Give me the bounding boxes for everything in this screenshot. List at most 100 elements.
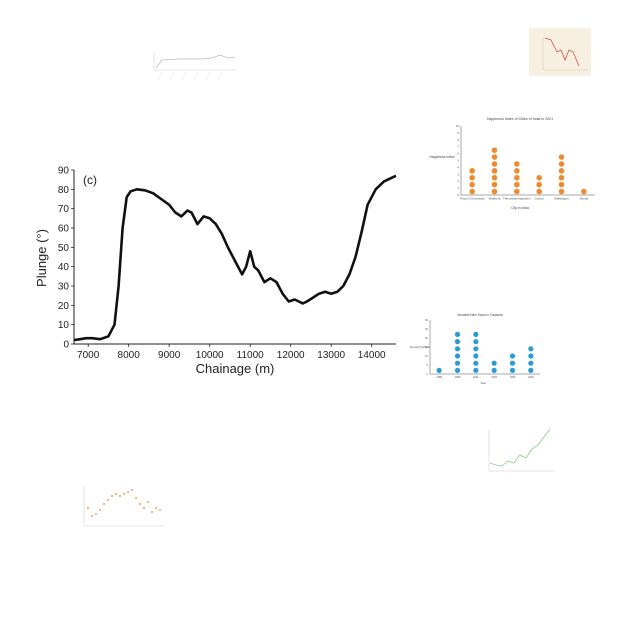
snow-dot bbox=[528, 353, 534, 359]
main-x-tick-label: 14000 bbox=[358, 350, 386, 361]
city-dot bbox=[558, 174, 565, 181]
snow-y-tick-label: 0 bbox=[427, 372, 429, 376]
city-y-tick-label: 7 bbox=[457, 145, 459, 149]
city-happiness-chart: Happiness Index of Cities of India in 20… bbox=[429, 117, 595, 210]
city-dot bbox=[581, 188, 587, 195]
snow-dot bbox=[509, 360, 516, 366]
snow-y-tick-label: 25 bbox=[425, 327, 428, 331]
snow-category-label: 1990 bbox=[455, 375, 461, 379]
city-dot bbox=[514, 181, 520, 188]
snow-dot bbox=[473, 331, 479, 337]
city-dot bbox=[514, 168, 520, 174]
main-plunge-chart: (c) Plunge (°) Chainage (m) 0 10 20 30 40 50 6… bbox=[34, 166, 397, 376]
city-y-tick-label: 10 bbox=[456, 124, 460, 128]
city-chart-ylabel: Happiness Index bbox=[429, 155, 455, 159]
main-y-tick-label: 50 bbox=[58, 243, 70, 254]
snow-dot bbox=[454, 367, 461, 373]
main-series-line bbox=[73, 174, 397, 342]
city-dot bbox=[469, 181, 475, 188]
main-xlabel: Chainage (m) bbox=[196, 361, 275, 376]
city-chart-title: Happiness Index of Cities of India in 20… bbox=[487, 117, 553, 121]
main-x-tick-label: 7000 bbox=[77, 350, 100, 361]
city-y-tick-label: 6 bbox=[457, 152, 459, 156]
main-x-tick-label: 9000 bbox=[158, 350, 181, 361]
city-y-tick-label: 4 bbox=[457, 165, 459, 169]
snow-dot bbox=[454, 353, 461, 359]
main-x-tick-label: 13000 bbox=[317, 350, 345, 361]
snow-category-label: 1991 bbox=[473, 375, 479, 379]
main-y-tick-label: 70 bbox=[58, 204, 70, 215]
city-dot bbox=[491, 154, 498, 160]
snow-y-tick-label: 15 bbox=[425, 345, 428, 349]
main-x-tick-label: 12000 bbox=[277, 350, 305, 361]
city-dot bbox=[536, 188, 542, 195]
city-dot bbox=[469, 168, 475, 174]
thumb-green-line-chart bbox=[488, 428, 554, 472]
city-dot bbox=[491, 188, 498, 195]
main-y-tick-label: 0 bbox=[63, 340, 69, 351]
city-dot bbox=[491, 181, 498, 188]
snowfall-chart: Snowfall New Snow in Tuscania Amount (in… bbox=[410, 313, 540, 385]
snow-dot bbox=[528, 367, 534, 373]
city-y-tick-label: 1 bbox=[457, 186, 459, 190]
snow-chart-xlabel: Year bbox=[480, 381, 486, 385]
snow-dot bbox=[454, 339, 461, 345]
snow-y-tick-label: 30 bbox=[425, 318, 428, 322]
city-y-tick-label: 3 bbox=[457, 172, 459, 176]
city-dot bbox=[536, 174, 542, 181]
snow-dot bbox=[473, 353, 479, 359]
city-y-tick-label: 8 bbox=[457, 138, 459, 142]
city-dot bbox=[514, 188, 520, 195]
city-y-tick-label: 9 bbox=[457, 131, 459, 135]
city-dot bbox=[558, 154, 565, 160]
city-dot bbox=[491, 161, 498, 167]
main-x-tick-label: 11000 bbox=[237, 350, 265, 361]
main-y-tick-label: 40 bbox=[58, 262, 70, 273]
snow-category-label: 1992 bbox=[491, 375, 497, 379]
snow-y-tick-label: 5 bbox=[427, 363, 429, 367]
thumb-orange-scatter bbox=[83, 486, 164, 527]
main-y-tick-label: 30 bbox=[58, 282, 70, 293]
city-dot bbox=[491, 168, 498, 174]
snow-dot bbox=[473, 367, 479, 373]
snow-dot bbox=[454, 360, 461, 366]
city-category-label: Thiruvananthapuram bbox=[503, 197, 531, 201]
city-dot bbox=[491, 147, 498, 153]
main-panel-label: (c) bbox=[83, 173, 97, 187]
city-y-tick-label: 0 bbox=[457, 193, 459, 197]
city-dot bbox=[558, 181, 565, 188]
main-ylabel: Plunge (°) bbox=[34, 229, 49, 287]
city-dot bbox=[514, 174, 520, 181]
snow-dot bbox=[473, 339, 479, 345]
thumb-top-line-chart bbox=[153, 52, 236, 81]
snow-dot bbox=[473, 346, 479, 352]
thumb-top-right-chart bbox=[529, 28, 591, 76]
city-chart-xlabel: City in India bbox=[511, 206, 529, 210]
snow-y-tick-label: 20 bbox=[425, 336, 428, 340]
snow-dot bbox=[528, 346, 534, 352]
city-dot bbox=[536, 181, 542, 188]
snow-dot bbox=[454, 331, 461, 337]
main-y-tick-label: 80 bbox=[58, 185, 70, 196]
city-dot bbox=[491, 174, 498, 181]
city-category-label: Guntur bbox=[535, 197, 544, 201]
main-y-tick-label: 90 bbox=[58, 166, 70, 177]
city-dot bbox=[558, 188, 565, 195]
snow-dot bbox=[491, 367, 497, 373]
city-dot bbox=[469, 188, 475, 195]
snow-dot bbox=[473, 360, 479, 366]
city-category-label: Pimpri Chinchwad bbox=[460, 197, 485, 201]
main-y-tick-label: 60 bbox=[58, 224, 70, 235]
snow-dot bbox=[509, 353, 516, 359]
city-dot bbox=[558, 168, 565, 174]
snow-dot bbox=[454, 346, 461, 352]
city-category-label: Walkalapur bbox=[554, 197, 569, 201]
main-x-tick-label: 10000 bbox=[196, 350, 224, 361]
city-category-label: Warud bbox=[579, 197, 588, 201]
snow-category-label: 1994 bbox=[528, 375, 534, 379]
snow-category-label: 1989 bbox=[436, 375, 442, 379]
main-y-tick-label: 20 bbox=[58, 301, 70, 312]
snow-dot bbox=[528, 360, 534, 366]
city-y-tick-label: 5 bbox=[457, 159, 459, 163]
main-x-tick-label: 8000 bbox=[118, 350, 141, 361]
